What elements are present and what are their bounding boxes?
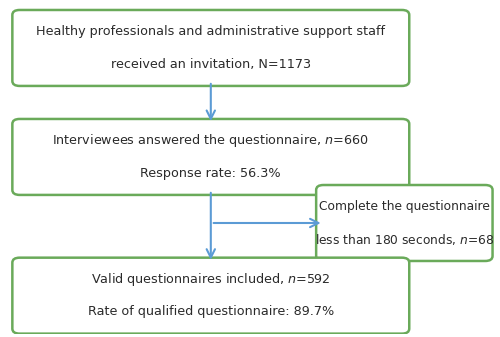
Text: Response rate: 56.3%: Response rate: 56.3% bbox=[140, 166, 281, 180]
FancyBboxPatch shape bbox=[12, 258, 409, 334]
Text: received an invitation, N=1173: received an invitation, N=1173 bbox=[110, 58, 311, 70]
Text: Healthy professionals and administrative support staff: Healthy professionals and administrative… bbox=[36, 25, 386, 38]
Text: Complete the questionnaire: Complete the questionnaire bbox=[319, 201, 490, 213]
FancyBboxPatch shape bbox=[316, 185, 492, 261]
Text: Interviewees answered the questionnaire, $n$=660: Interviewees answered the questionnaire,… bbox=[52, 132, 369, 149]
FancyBboxPatch shape bbox=[12, 10, 409, 86]
Text: Rate of qualified questionnaire: 89.7%: Rate of qualified questionnaire: 89.7% bbox=[88, 305, 334, 318]
FancyBboxPatch shape bbox=[12, 119, 409, 195]
Text: less than 180 seconds, $n$=68: less than 180 seconds, $n$=68 bbox=[314, 232, 494, 247]
Text: Valid questionnaires included, $n$=592: Valid questionnaires included, $n$=592 bbox=[91, 271, 330, 288]
